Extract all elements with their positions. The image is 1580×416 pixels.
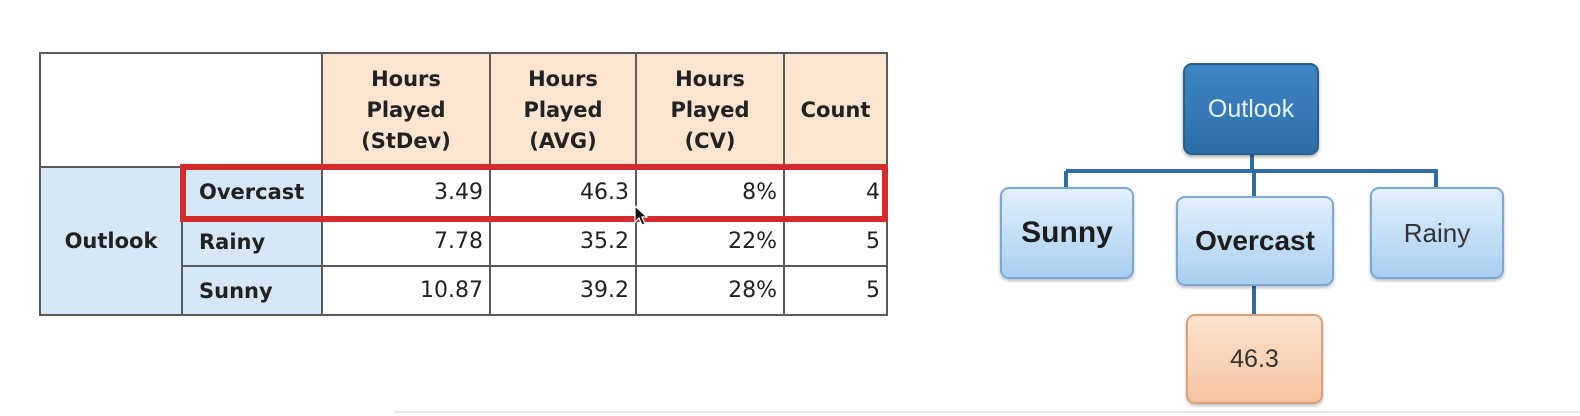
tree-node-sunny: Sunny <box>1000 187 1134 279</box>
row-category: Overcast <box>181 166 323 218</box>
tree-node-overcast: Overcast <box>1176 196 1334 286</box>
cell-count: 5 <box>783 265 888 316</box>
table-row: Sunny 10.87 39.2 28% 5 <box>40 265 888 316</box>
cell-cv: 28% <box>635 265 785 316</box>
header-count: Count <box>783 52 888 168</box>
table-header-row: Hours Played (StDev) Hours Played (AVG) Hour… <box>39 52 888 168</box>
tree-root-outlook: Outlook <box>1183 63 1319 155</box>
tree-node-rainy: Rainy <box>1370 187 1504 279</box>
cell-avg: 35.2 <box>489 216 637 267</box>
group-label-outlook: Outlook <box>39 166 183 316</box>
cell-count: 5 <box>783 216 888 267</box>
mouse-pointer-icon <box>634 205 649 226</box>
cell-stdev: 10.87 <box>321 265 491 316</box>
table-corner-cell <box>39 52 323 168</box>
cell-stdev: 7.78 <box>321 216 491 267</box>
cell-cv: 22% <box>635 216 785 267</box>
header-hours-cv: Hours Played (CV) <box>635 52 785 168</box>
statistics-table: Hours Played (StDev) Hours Played (AVG) Hour… <box>39 52 888 316</box>
header-hours-stdev: Hours Played (StDev) <box>321 52 491 168</box>
row-category: Rainy <box>181 216 323 267</box>
bottom-divider <box>395 411 1580 413</box>
overcast-row-highlight <box>180 164 888 222</box>
row-category: Sunny <box>181 265 323 316</box>
cell-avg: 39.2 <box>489 265 637 316</box>
cell-cv: 8% <box>635 166 785 218</box>
header-hours-avg: Hours Played (AVG) <box>489 52 637 168</box>
tree-leaf-value: 46.3 <box>1186 314 1323 404</box>
